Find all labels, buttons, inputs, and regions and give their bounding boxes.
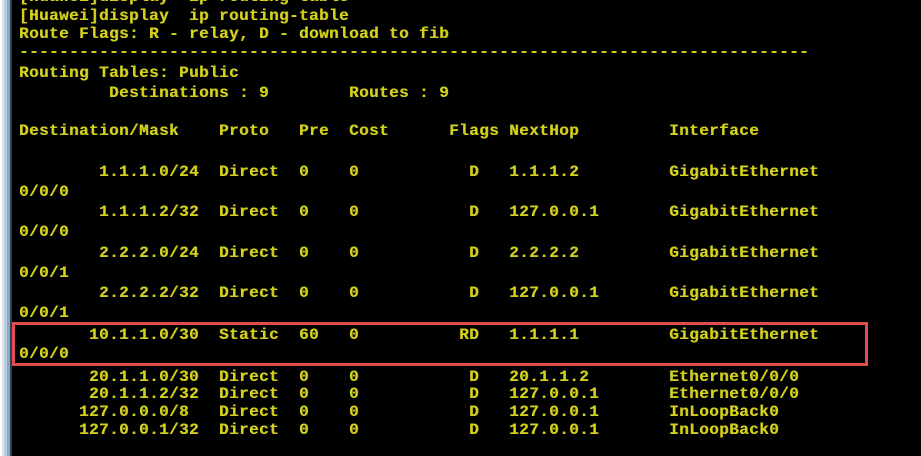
terminal-line: 2.2.2.0/24 Direct 0 0 D 2.2.2.2 GigabitE…: [19, 244, 820, 262]
terminal-line: 0/0/1: [19, 264, 70, 282]
terminal-line: ----------------------------------------…: [19, 43, 810, 61]
terminal-line: [Huawei]display ip routing-table: [19, 7, 350, 25]
terminal-line: Routing Tables: Public: [19, 64, 240, 82]
terminal-line: 20.1.1.0/30 Direct 0 0 D 20.1.1.2 Ethern…: [19, 368, 800, 386]
terminal-line: 20.1.1.2/32 Direct 0 0 D 127.0.0.1 Ether…: [19, 385, 800, 403]
terminal-line: 2.2.2.2/32 Direct 0 0 D 127.0.0.1 Gigabi…: [19, 284, 820, 302]
terminal-line: 0/0/0: [19, 345, 70, 363]
terminal-line: Destination/Mask Proto Pre Cost Flags Ne…: [19, 122, 760, 140]
terminal-line: Destinations : 9 Routes : 9: [19, 84, 450, 102]
terminal-line: 10.1.1.0/30 Static 60 0 RD 1.1.1.1 Gigab…: [19, 326, 820, 344]
terminal-line: 0/0/0: [19, 223, 70, 241]
terminal-line: 127.0.0.0/8 Direct 0 0 D 127.0.0.1 InLoo…: [19, 403, 780, 421]
terminal-line: 1.1.1.0/24 Direct 0 0 D 1.1.1.2 GigabitE…: [19, 163, 820, 181]
terminal-line: [Huawei]display ip routing-table: [19, 0, 349, 5]
terminal-line: 0/0/1: [19, 304, 70, 322]
terminal-line: 0/0/0: [19, 183, 70, 201]
terminal-line: 127.0.0.1/32 Direct 0 0 D 127.0.0.1 InLo…: [19, 421, 780, 439]
terminal-line: Route Flags: R - relay, D - download to …: [19, 25, 450, 43]
terminal-screen[interactable]: [Huawei]display ip routing-table [Huawei]…: [12, 0, 921, 456]
terminal-line: 1.1.1.2/32 Direct 0 0 D 127.0.0.1 Gigabi…: [19, 203, 820, 221]
window-border: [0, 0, 12, 456]
